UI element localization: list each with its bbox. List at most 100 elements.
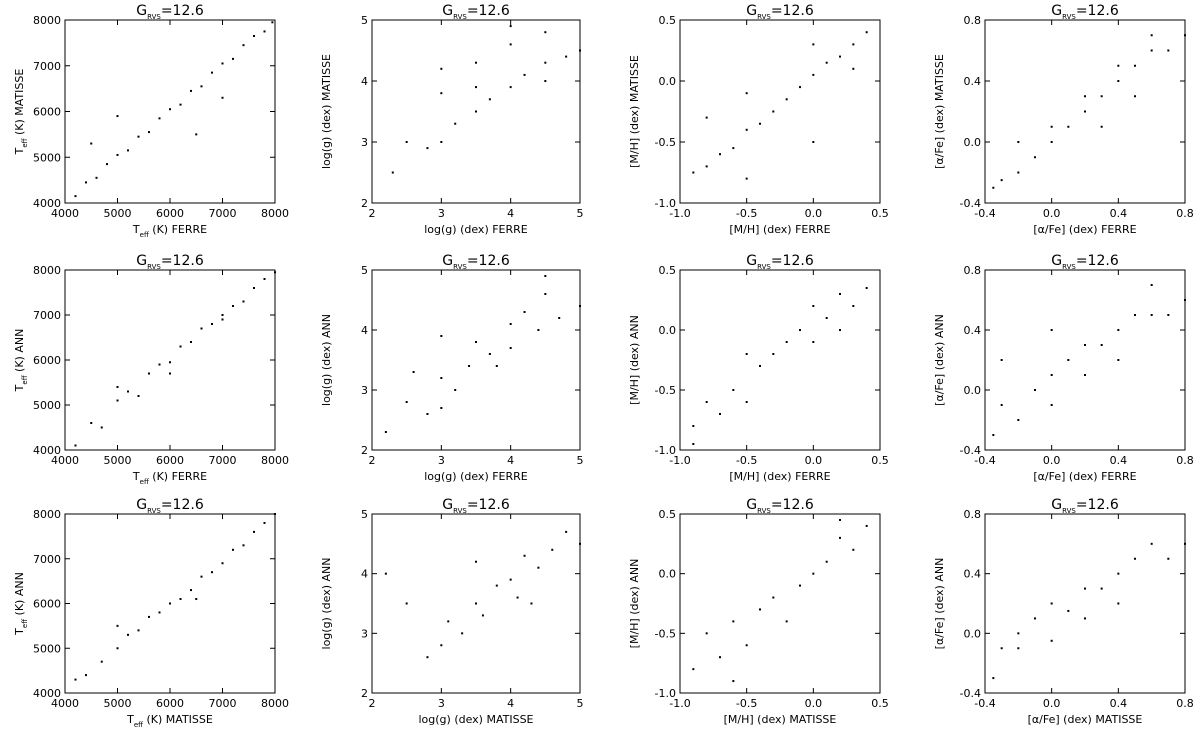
point xyxy=(221,562,224,565)
panel-title-part: RVS xyxy=(1062,263,1076,271)
y-axis-label-part: T xyxy=(13,628,26,636)
point xyxy=(200,327,203,330)
point xyxy=(440,644,443,647)
point xyxy=(221,62,224,65)
point xyxy=(412,371,415,373)
y-tick-label: 0.8 xyxy=(964,264,982,277)
point xyxy=(759,122,761,125)
y-tick-label: 5 xyxy=(361,508,368,521)
panel-title: GRVS=12.6 xyxy=(136,3,204,21)
x-tick-label: 4 xyxy=(507,207,514,220)
point xyxy=(137,629,140,632)
point xyxy=(221,96,224,99)
y-tick-label: 5000 xyxy=(33,399,61,412)
point xyxy=(852,548,855,551)
point xyxy=(537,329,540,331)
y-tick-label: 7000 xyxy=(33,553,61,566)
point xyxy=(1000,404,1003,406)
panel-title-part: RVS xyxy=(1062,507,1076,515)
panel-title-part: G xyxy=(442,3,453,19)
x-axis-label: Teff (K) MATISSE xyxy=(126,713,213,729)
point xyxy=(1084,587,1086,590)
point xyxy=(785,341,788,343)
panel-title-part: G xyxy=(1051,3,1062,19)
point xyxy=(1150,314,1153,316)
point xyxy=(426,656,429,659)
point xyxy=(232,548,234,551)
y-tick-label: -0.4 xyxy=(960,197,981,210)
y-tick-label: 5 xyxy=(361,264,368,277)
point xyxy=(509,25,512,28)
point xyxy=(799,584,801,587)
point xyxy=(537,566,540,569)
y-tick-label: 4 xyxy=(361,75,368,88)
panel-title-part: RVS xyxy=(757,263,771,271)
point xyxy=(692,425,695,427)
panel-title-part: G xyxy=(1051,497,1062,513)
point xyxy=(1034,617,1036,620)
point xyxy=(732,147,735,150)
x-tick-label: 0.0 xyxy=(1043,454,1061,467)
x-axis-label-part: T xyxy=(132,470,140,483)
y-axis-label-part: log(g) (dex) ANN xyxy=(320,314,333,406)
x-tick-label: 6000 xyxy=(156,207,184,220)
point xyxy=(1084,110,1086,113)
point xyxy=(116,115,119,118)
panel-title-part: RVS xyxy=(757,13,771,21)
x-axis-label-part: [α/Fe] (dex) FERRE xyxy=(1033,223,1136,236)
point xyxy=(495,365,498,367)
point xyxy=(1134,314,1136,316)
point xyxy=(1150,284,1153,286)
x-tick-label: -1.0 xyxy=(669,697,690,710)
point xyxy=(74,444,77,447)
x-axis-label-part: (K) FERRE xyxy=(149,223,207,236)
point xyxy=(475,560,477,563)
point xyxy=(799,329,801,331)
point xyxy=(195,598,198,601)
point xyxy=(772,110,775,113)
y-axis-label-part: log(g) (dex) ANN xyxy=(320,558,333,650)
plot-frame xyxy=(984,19,1186,204)
panel-title: GRVS=12.6 xyxy=(442,253,510,271)
y-axis-label: [M/H] (dex) ANN xyxy=(628,559,641,649)
point xyxy=(719,413,721,415)
y-tick-label: 0.4 xyxy=(964,75,982,88)
x-tick-label: 7000 xyxy=(209,207,237,220)
point xyxy=(1050,602,1053,605)
y-tick-label: 3 xyxy=(361,384,368,397)
point xyxy=(447,620,450,623)
point xyxy=(148,615,150,618)
x-tick-label: 0.0 xyxy=(1043,697,1061,710)
point xyxy=(759,365,761,367)
point xyxy=(454,122,457,125)
panel-title-part: =12.6 xyxy=(771,3,814,19)
point xyxy=(785,620,788,623)
point xyxy=(1100,344,1103,346)
x-tick-label: 0.4 xyxy=(1110,454,1128,467)
x-tick-label: 3 xyxy=(438,454,445,467)
point xyxy=(1150,49,1153,52)
point xyxy=(475,341,477,343)
x-tick-label: -0.5 xyxy=(736,697,757,710)
x-axis-label-part: log(g) (dex) FERRE xyxy=(424,223,528,236)
plot-frame xyxy=(371,19,581,204)
point xyxy=(992,186,995,189)
point xyxy=(1117,359,1120,361)
point xyxy=(692,171,695,174)
point xyxy=(852,67,855,70)
x-axis-label-part: [M/H] (dex) MATISSE xyxy=(724,713,837,726)
y-tick-label: -0.4 xyxy=(960,444,981,457)
point xyxy=(1117,64,1120,67)
point xyxy=(116,399,119,402)
point xyxy=(169,602,171,605)
y-axis-label-part: eff xyxy=(21,138,29,147)
point xyxy=(516,596,519,599)
point xyxy=(812,73,815,76)
point xyxy=(1050,329,1053,331)
x-tick-label: 0.5 xyxy=(871,697,889,710)
x-tick-label: 6000 xyxy=(156,454,184,467)
panel-title-part: =12.6 xyxy=(467,253,510,269)
point xyxy=(253,35,255,38)
point xyxy=(705,165,708,168)
panel-title-part: G xyxy=(136,497,147,513)
